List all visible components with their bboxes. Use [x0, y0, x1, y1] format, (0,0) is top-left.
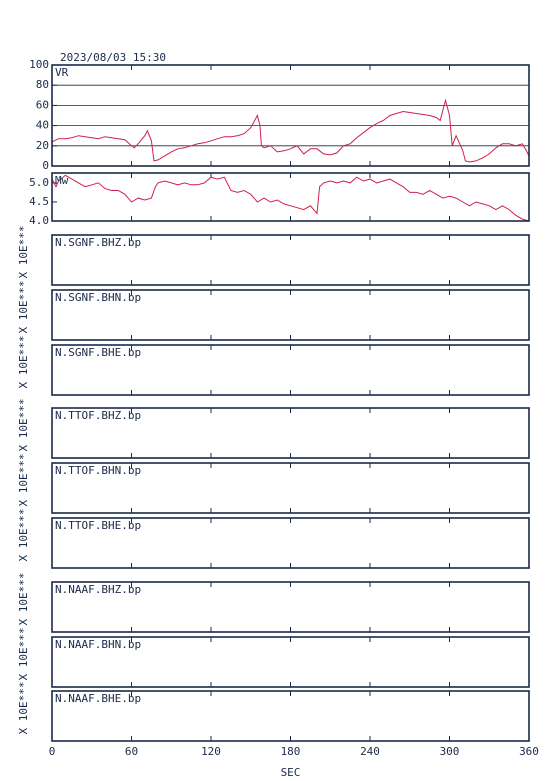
panel-label: N.SGNF.BHN.bp [55, 291, 141, 304]
y-tick-label: 100 [29, 58, 49, 71]
data-line [51, 174, 530, 222]
y-tick-label: 40 [36, 119, 49, 132]
panel-frame [51, 407, 530, 459]
panel-frame [51, 517, 530, 569]
panel-label: N.NAAF.BHE.bp [55, 692, 141, 705]
y-tick-label: 80 [36, 78, 49, 91]
panel-frame [51, 344, 530, 396]
panel-label: N.SGNF.BHZ.bp [55, 236, 141, 249]
y-axis-label: X 10E*** [17, 336, 30, 389]
x-tick-label: 180 [281, 745, 301, 758]
y-axis-label: X 10E*** [17, 682, 30, 735]
x-tick-label: 300 [440, 745, 460, 758]
chart-title: 2023/08/03 15:30 [60, 51, 166, 64]
x-tick-label: 240 [360, 745, 380, 758]
y-axis-label: X 10E*** [17, 399, 30, 452]
y-axis-label: X 10E*** [17, 281, 30, 334]
panel-label: Mw [55, 174, 69, 187]
panel-label: N.TTOF.BHE.bp [55, 519, 141, 532]
y-tick-label: 4.0 [29, 214, 49, 227]
y-tick-label: 5.0 [29, 176, 49, 189]
panel-label: N.NAAF.BHZ.bp [55, 583, 141, 596]
y-axis-label: X 10E*** [17, 226, 30, 279]
panel-frame [51, 289, 530, 341]
y-tick-label: 60 [36, 98, 49, 111]
y-axis-label: X 10E*** [17, 509, 30, 562]
panel-label: N.SGNF.BHE.bp [55, 346, 141, 359]
x-tick-label: 360 [519, 745, 539, 758]
x-tick-label: 120 [201, 745, 221, 758]
y-axis-label: X 10E*** [17, 573, 30, 626]
panel-frame [51, 636, 530, 688]
y-axis-label: X 10E*** [17, 454, 30, 507]
y-tick-label: 4.5 [29, 195, 49, 208]
y-axis-label: X 10E*** [17, 628, 30, 681]
panel-frame [51, 64, 530, 167]
x-axis-label: SEC [281, 766, 301, 779]
panel-frame [51, 581, 530, 633]
panel-label: N.NAAF.BHN.bp [55, 638, 141, 651]
x-tick-label: 60 [125, 745, 138, 758]
data-line [51, 98, 530, 163]
panel-label: N.TTOF.BHZ.bp [55, 409, 141, 422]
panel-label: VR [55, 66, 69, 79]
y-tick-label: 0 [42, 159, 49, 172]
panel-frame [51, 172, 530, 222]
panel-frame [51, 690, 530, 742]
panel-frame [51, 462, 530, 514]
panel-frame [51, 234, 530, 286]
x-tick-label: 0 [49, 745, 56, 758]
panel-label: N.TTOF.BHN.bp [55, 464, 141, 477]
y-tick-label: 20 [36, 139, 49, 152]
